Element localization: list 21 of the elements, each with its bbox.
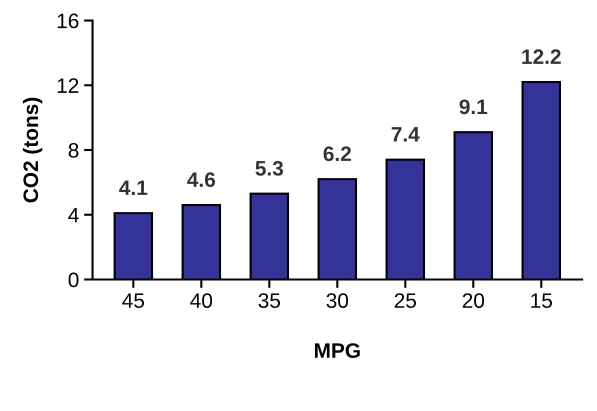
data-label: 4.6	[187, 172, 216, 188]
x-tick-label: 20	[462, 293, 484, 308]
x-axis-title: MPG	[314, 343, 360, 358]
y-tick-label: 8	[68, 143, 78, 158]
data-label: 6.2	[324, 146, 351, 162]
x-tick-label: 25	[394, 293, 416, 308]
x-tick-label: 40	[190, 293, 212, 308]
y-tick-label: 4	[68, 208, 79, 222]
data-label: 9.1	[460, 99, 488, 114]
data-label: 12.2	[522, 49, 561, 64]
x-tick-label: 45	[122, 293, 144, 308]
x-tick-label: 30	[326, 293, 348, 308]
y-tick-label: 0	[68, 272, 79, 288]
data-label: 7.4	[392, 127, 420, 142]
data-label: 5.3	[255, 160, 284, 176]
y-axis-title: CO2 (tons)	[22, 98, 42, 202]
x-tick-label: 35	[258, 293, 280, 308]
data-label: 4.1	[119, 180, 148, 195]
x-tick-label: 15	[531, 293, 552, 308]
y-tick-label: 12	[58, 78, 78, 93]
y-tick-label: 16	[58, 14, 78, 28]
